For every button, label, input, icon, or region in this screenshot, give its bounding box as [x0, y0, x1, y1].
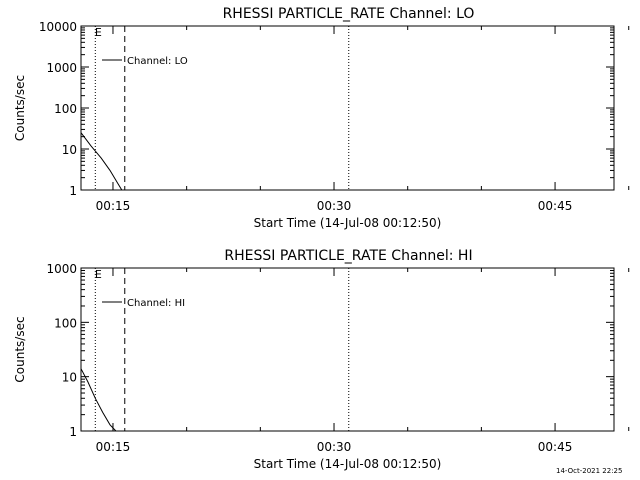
y-axis-label: Counts/sec: [13, 75, 27, 141]
y-tick-label: 100: [54, 102, 77, 116]
x-tick-label: 00:30: [317, 199, 352, 213]
plot-frame: [80, 25, 615, 191]
legend-label: Channel: LO: [127, 56, 188, 67]
plot-frame: [80, 267, 615, 432]
event-marker-label: E: [95, 268, 102, 281]
x-tick-label: 00:45: [538, 440, 573, 454]
chart-title: RHESSI PARTICLE_RATE Channel: HI: [224, 248, 472, 264]
x-tick-label: 00:15: [96, 199, 131, 213]
x-tick-label: 00:30: [317, 440, 352, 454]
y-tick-label: 1000: [46, 262, 77, 276]
chart-panel-2: RHESSI PARTICLE_RATE Channel: HI Counts/s…: [13, 248, 630, 471]
y-tick-label: 100: [54, 316, 77, 330]
chart-title: RHESSI PARTICLE_RATE Channel: LO: [223, 6, 475, 22]
x-tick-label: 00:45: [538, 199, 573, 213]
y-tick-label: 1000: [46, 61, 77, 75]
chart-panel-1: RHESSI PARTICLE_RATE Channel: LO Counts/s…: [13, 6, 630, 230]
event-marker-label: E: [95, 26, 102, 39]
series-line: [80, 368, 117, 432]
y-axis-label: Counts/sec: [13, 316, 27, 382]
y-tick-label: 1: [69, 184, 77, 198]
footer-timestamp: 14-Oct-2021 22:25: [556, 467, 623, 475]
series-line: [80, 132, 123, 191]
y-tick-label: 1: [69, 425, 77, 439]
y-tick-label: 10: [62, 143, 77, 157]
y-tick-label: 10: [62, 371, 77, 385]
x-axis-label: Start Time (14-Jul-08 00:12:50): [254, 457, 442, 471]
y-tick-label: 10000: [39, 20, 77, 34]
legend-label: Channel: HI: [127, 298, 185, 309]
x-axis-label: Start Time (14-Jul-08 00:12:50): [254, 216, 442, 230]
x-tick-label: 00:15: [96, 440, 131, 454]
